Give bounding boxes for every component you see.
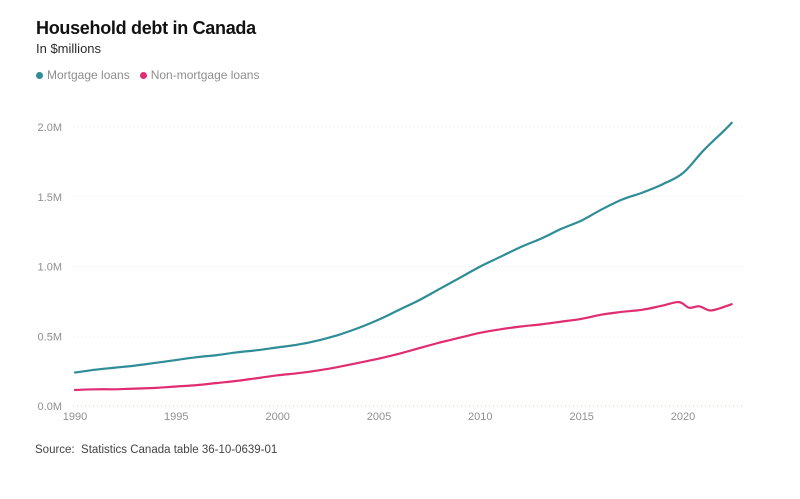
- y-tick-label: 1.5M: [38, 192, 62, 204]
- chart-legend: Mortgage loans Non-mortgage loans: [36, 68, 259, 82]
- x-tick-label: 2010: [468, 411, 492, 423]
- non-mortgage-legend-dot-icon: [139, 71, 147, 79]
- non-mortgage-loans-line-series: [73, 300, 733, 392]
- x-tick-label: 2020: [671, 411, 695, 423]
- page-subtitle: In $millions: [36, 41, 102, 56]
- y-tick-label: 0.0M: [38, 401, 62, 413]
- legend-label-mortgage: Mortgage loans: [47, 68, 130, 82]
- legend-label-non-mortgage: Non-mortgage loans: [150, 68, 260, 82]
- legend-item-mortgage: Mortgage loans: [36, 68, 130, 82]
- x-tick-label: 1995: [164, 411, 188, 423]
- y-tick-label: 2.0M: [38, 122, 62, 134]
- source-note: Source: Statistics Canada table 36-10-06…: [35, 444, 278, 456]
- x-tick-label: 2005: [367, 411, 391, 423]
- mortgage-legend-dot-icon: [36, 71, 43, 79]
- y-tick-label: 1.0M: [38, 262, 62, 274]
- legend-item-non-mortgage: Non-mortgage loans: [139, 68, 260, 82]
- x-tick-label: 1990: [63, 411, 87, 423]
- mortgage-loans-line-series: [73, 121, 733, 374]
- x-tick-label: 2015: [569, 411, 593, 423]
- x-tick-label: 2000: [265, 411, 289, 423]
- page-title: Household debt in Canada: [36, 18, 256, 38]
- y-tick-label: 0.5M: [38, 331, 62, 343]
